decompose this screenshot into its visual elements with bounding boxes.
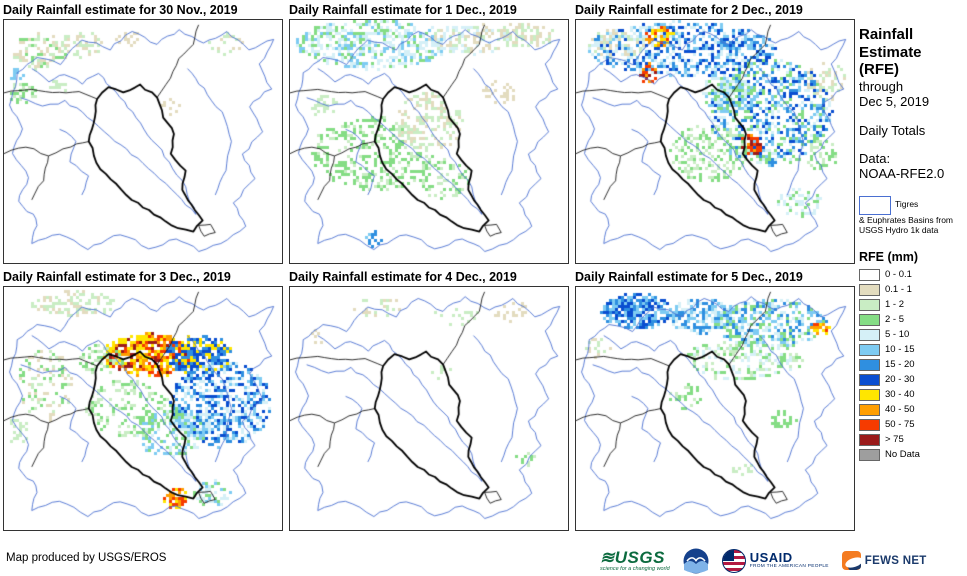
basin-legend-lead: Tigres bbox=[895, 198, 919, 209]
legend-label: 0.1 - 1 bbox=[885, 284, 912, 296]
footer-bar: Map produced by USGS/EROS ≋USGS science … bbox=[0, 545, 967, 576]
basin-legend: Tigres & Euphrates Basins from USGS Hydr… bbox=[859, 195, 963, 236]
rainfall-map-canvas bbox=[4, 20, 282, 263]
map-panel-4dec: Daily Rainfall estimate for 4 Dec., 2019 bbox=[289, 269, 572, 531]
logo-strip: ≋USGS science for a changing world USAID… bbox=[600, 546, 927, 575]
basin-outline-swatch-icon bbox=[859, 195, 891, 215]
legend-row: 5 - 10 bbox=[859, 328, 963, 341]
sidebar-data-source: NOAA-RFE2.0 bbox=[859, 166, 945, 182]
legend-swatch bbox=[859, 268, 880, 281]
rainfall-map-30nov bbox=[3, 19, 283, 264]
rainfall-map-canvas bbox=[576, 287, 854, 530]
legend-label: 15 - 20 bbox=[885, 359, 915, 371]
legend-label: 2 - 5 bbox=[885, 314, 905, 326]
rfe-legend-title: RFE (mm) bbox=[859, 249, 919, 264]
panel-title: Daily Rainfall estimate for 5 Dec., 2019 bbox=[575, 270, 803, 284]
sidebar-title: Rainfall Estimate (RFE) bbox=[859, 26, 922, 79]
map-panel-5dec: Daily Rainfall estimate for 5 Dec., 2019 bbox=[575, 269, 858, 531]
legend-swatch bbox=[859, 388, 880, 401]
sidebar-through: through bbox=[859, 79, 904, 95]
rainfall-map-canvas bbox=[290, 287, 568, 530]
panel-title: Daily Rainfall estimate for 30 Nov., 201… bbox=[3, 3, 238, 17]
legend-row: 1 - 2 bbox=[859, 298, 963, 311]
sidebar-date: Dec 5, 2019 bbox=[859, 94, 930, 110]
legend-row: 0 - 0.1 bbox=[859, 268, 963, 281]
usgs-logo-text: ≋USGS bbox=[600, 547, 665, 567]
legend-swatch bbox=[859, 373, 880, 386]
noaa-emblem-icon bbox=[683, 548, 709, 573]
map-panel-30nov: Daily Rainfall estimate for 30 Nov., 201… bbox=[3, 2, 286, 264]
fewsnet-logo-text: FEWS NET bbox=[864, 554, 927, 567]
legend-swatch bbox=[859, 403, 880, 416]
legend-label: 0 - 0.1 bbox=[885, 269, 912, 281]
legend-swatch bbox=[859, 298, 880, 311]
legend-row: > 75 bbox=[859, 433, 963, 446]
legend-swatch bbox=[859, 418, 880, 431]
rainfall-map-2dec bbox=[575, 19, 855, 264]
fewsnet-emblem-icon bbox=[841, 551, 861, 570]
legend-label: 10 - 15 bbox=[885, 344, 915, 356]
map-credit-text: Map produced by USGS/EROS bbox=[6, 552, 167, 564]
legend-swatch bbox=[859, 343, 880, 356]
usaid-logo: USAID FROM THE AMERICAN PEOPLE bbox=[721, 548, 829, 573]
legend-swatch bbox=[859, 433, 880, 446]
rainfall-map-3dec bbox=[3, 286, 283, 531]
legend-swatch bbox=[859, 328, 880, 341]
legend-label: No Data bbox=[885, 449, 920, 461]
panel-title: Daily Rainfall estimate for 2 Dec., 2019 bbox=[575, 3, 803, 17]
legend-label: 5 - 10 bbox=[885, 329, 910, 341]
legend-row: 15 - 20 bbox=[859, 358, 963, 371]
rainfall-map-canvas bbox=[290, 20, 568, 263]
legend-label: 20 - 30 bbox=[885, 374, 915, 386]
legend-row: 50 - 75 bbox=[859, 418, 963, 431]
legend-label: 40 - 50 bbox=[885, 404, 915, 416]
legend-row: 40 - 50 bbox=[859, 403, 963, 416]
sidebar-data-label: Data: bbox=[859, 151, 891, 167]
usaid-flag-icon bbox=[721, 548, 746, 573]
rainfall-map-canvas bbox=[576, 20, 854, 263]
rfe-legend: 0 - 0.1 0.1 - 1 1 - 2 2 - 5 5 - 10 10 - 15 15 … bbox=[859, 268, 963, 461]
rainfall-map-4dec bbox=[289, 286, 569, 531]
legend-label: > 75 bbox=[885, 434, 904, 446]
legend-label: 30 - 40 bbox=[885, 389, 915, 401]
legend-row: 30 - 40 bbox=[859, 388, 963, 401]
legend-row: 10 - 15 bbox=[859, 343, 963, 356]
usgs-tagline: science for a changing world bbox=[600, 565, 670, 572]
legend-swatch bbox=[859, 283, 880, 296]
map-panel-2dec: Daily Rainfall estimate for 2 Dec., 2019 bbox=[575, 2, 858, 264]
legend-swatch bbox=[859, 358, 880, 371]
panel-title: Daily Rainfall estimate for 4 Dec., 2019 bbox=[289, 270, 517, 284]
rainfall-map-5dec bbox=[575, 286, 855, 531]
basin-legend-text: & Euphrates Basins from USGS Hydro 1k da… bbox=[859, 214, 954, 236]
sidebar-daily-totals: Daily Totals bbox=[859, 122, 926, 138]
legend-row: 20 - 30 bbox=[859, 373, 963, 386]
legend-swatch bbox=[859, 448, 880, 461]
usaid-logo-text: USAID bbox=[749, 550, 793, 566]
legend-row: 2 - 5 bbox=[859, 313, 963, 326]
legend-row: No Data bbox=[859, 448, 963, 461]
info-sidebar: Rainfall Estimate (RFE) through Dec 5, 2… bbox=[859, 26, 963, 464]
legend-label: 1 - 2 bbox=[885, 299, 905, 311]
map-panel-grid: Daily Rainfall estimate for 30 Nov., 201… bbox=[3, 2, 860, 531]
map-panel-3dec: Daily Rainfall estimate for 3 Dec., 2019 bbox=[3, 269, 286, 531]
panel-title: Daily Rainfall estimate for 1 Dec., 2019 bbox=[289, 3, 517, 17]
legend-label: 50 - 75 bbox=[885, 419, 915, 431]
usaid-tagline: FROM THE AMERICAN PEOPLE bbox=[749, 564, 829, 570]
noaa-logo bbox=[683, 548, 709, 574]
usgs-logo: ≋USGS science for a changing world bbox=[600, 549, 670, 573]
map-panel-1dec: Daily Rainfall estimate for 1 Dec., 2019 bbox=[289, 2, 572, 264]
rainfall-map-canvas bbox=[4, 287, 282, 530]
legend-swatch bbox=[859, 313, 880, 326]
rainfall-map-1dec bbox=[289, 19, 569, 264]
fewsnet-logo: FEWS NET bbox=[841, 551, 927, 570]
panel-title: Daily Rainfall estimate for 3 Dec., 2019 bbox=[3, 270, 231, 284]
legend-row: 0.1 - 1 bbox=[859, 283, 963, 296]
